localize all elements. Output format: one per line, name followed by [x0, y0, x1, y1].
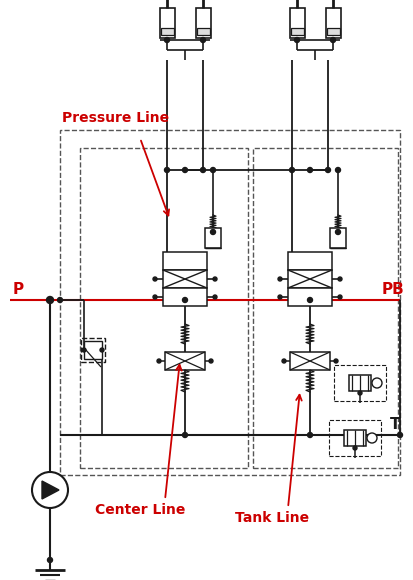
Circle shape [210, 168, 215, 172]
Circle shape [46, 296, 53, 303]
Circle shape [335, 168, 339, 172]
Bar [287, 288, 331, 306]
Text: PB: PB [381, 282, 404, 297]
Circle shape [330, 38, 335, 42]
Bar [163, 252, 206, 270]
Circle shape [210, 230, 215, 234]
Circle shape [212, 295, 216, 299]
Circle shape [82, 348, 86, 352]
Circle shape [153, 295, 157, 299]
Circle shape [337, 277, 341, 281]
Circle shape [182, 168, 187, 172]
Circle shape [325, 168, 330, 172]
Bar [159, 8, 175, 38]
Bar [84, 341, 102, 359]
Bar [287, 270, 331, 288]
Circle shape [57, 298, 62, 303]
Circle shape [335, 230, 339, 234]
Bar [329, 228, 345, 248]
Circle shape [307, 298, 312, 303]
Circle shape [289, 168, 294, 172]
Circle shape [164, 168, 169, 172]
Circle shape [333, 359, 337, 363]
Circle shape [307, 433, 312, 437]
Text: Pressure Line: Pressure Line [62, 111, 169, 125]
Bar [348, 375, 370, 391]
Circle shape [200, 38, 205, 42]
Bar [328, 420, 380, 456]
Circle shape [209, 359, 212, 363]
Circle shape [371, 378, 381, 388]
Bar [287, 252, 331, 270]
Bar [60, 130, 399, 475]
Bar [195, 8, 211, 38]
Circle shape [212, 277, 216, 281]
Circle shape [100, 348, 104, 352]
Circle shape [366, 433, 376, 443]
Circle shape [357, 391, 361, 395]
Bar [80, 148, 247, 468]
Bar [289, 8, 304, 38]
Circle shape [396, 433, 401, 437]
Text: Center Line: Center Line [95, 503, 185, 517]
Bar [326, 28, 339, 35]
Circle shape [277, 295, 281, 299]
Circle shape [182, 298, 187, 303]
Bar [333, 365, 385, 401]
Circle shape [153, 277, 157, 281]
Circle shape [182, 433, 187, 437]
Circle shape [200, 168, 205, 172]
Bar [290, 28, 303, 35]
Polygon shape [42, 481, 59, 499]
Text: Tank Line: Tank Line [235, 511, 309, 525]
Circle shape [164, 38, 169, 42]
Bar [165, 352, 204, 370]
Text: T: T [389, 417, 399, 432]
Bar [197, 28, 209, 35]
Bar [325, 8, 340, 38]
Bar [161, 28, 173, 35]
Bar [81, 338, 105, 362]
Circle shape [32, 472, 68, 508]
Circle shape [337, 295, 341, 299]
Circle shape [352, 446, 356, 450]
Circle shape [157, 359, 161, 363]
Bar [252, 148, 397, 468]
Bar [343, 430, 365, 446]
Circle shape [47, 557, 52, 563]
Circle shape [277, 277, 281, 281]
Circle shape [281, 359, 285, 363]
Bar [163, 270, 206, 288]
Circle shape [294, 38, 299, 42]
Bar [204, 228, 221, 248]
Circle shape [307, 168, 312, 172]
Bar [163, 288, 206, 306]
Text: P: P [13, 282, 24, 297]
Bar [289, 352, 329, 370]
